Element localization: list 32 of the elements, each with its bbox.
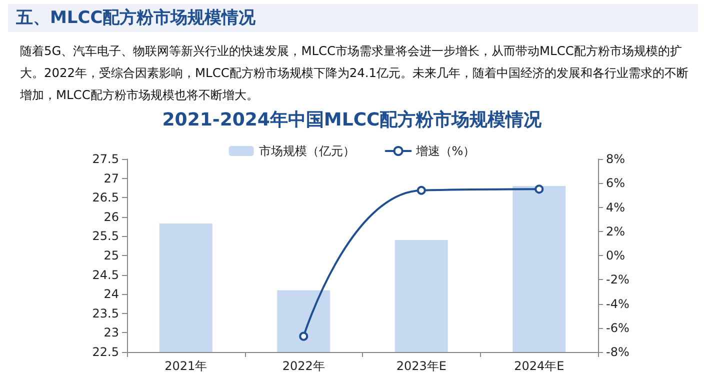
y-tick-label: 24.5: [92, 268, 119, 282]
chart-title: 2021-2024年中国MLCC配方粉市场规模情况: [162, 110, 543, 130]
x-tick-label: 2023年E: [396, 359, 446, 373]
y-tick-label: 24: [104, 287, 119, 302]
y2-tick-label: 6%: [606, 176, 626, 190]
point: [416, 186, 426, 195]
y2-tick-label: -6%: [606, 320, 630, 335]
y-tick-label: 26: [104, 210, 119, 224]
y2-tick-label: -8%: [606, 345, 630, 359]
y2-tick-label: 0%: [606, 248, 626, 262]
y-tick-label: 26.5: [92, 190, 119, 205]
y-tick-label: 23: [104, 326, 119, 340]
y-tick-label: 25: [104, 248, 119, 262]
y-tick-label: 27: [104, 171, 119, 186]
y-tick-label: 22.5: [92, 345, 119, 359]
y2-tick-label: 4%: [606, 200, 626, 214]
y2-tick-label: -2%: [606, 272, 630, 287]
y-tick-label: 25.5: [92, 229, 119, 244]
legend-label: 增速（%）: [414, 144, 476, 158]
y-tick-label: 27.5: [92, 152, 119, 166]
x-tick-label: 2021年: [164, 359, 208, 373]
y2-tick-label: 8%: [606, 152, 626, 166]
x-tick-label: 2024年E: [514, 359, 564, 373]
y2-tick-label: -4%: [606, 296, 630, 311]
x-tick-label: 2022年: [282, 359, 325, 373]
point: [299, 332, 308, 341]
legend-label: 市场规模（亿元）: [258, 144, 355, 158]
text: 随着5G、汽车电子、物联网等新兴行业的快速发展，MLCC市场需求量将会进一步增长，从而带动MLCC配方粉市场规模的扩大。2022年，受综合因素影响，MLCC配方粉市场规模下降为24.1亿元。未来几年，随着中国经济的发展和各行业需求的不断增加，MLCC配方粉市场规模也将不断增大。: [20, 43, 690, 104]
y-tick-label: 23.5: [92, 306, 119, 320]
point: [534, 184, 544, 194]
y2-tick-label: 2%: [606, 224, 626, 238]
text: 五、MLCC配方粉市场规模情况: [8, 4, 698, 32]
